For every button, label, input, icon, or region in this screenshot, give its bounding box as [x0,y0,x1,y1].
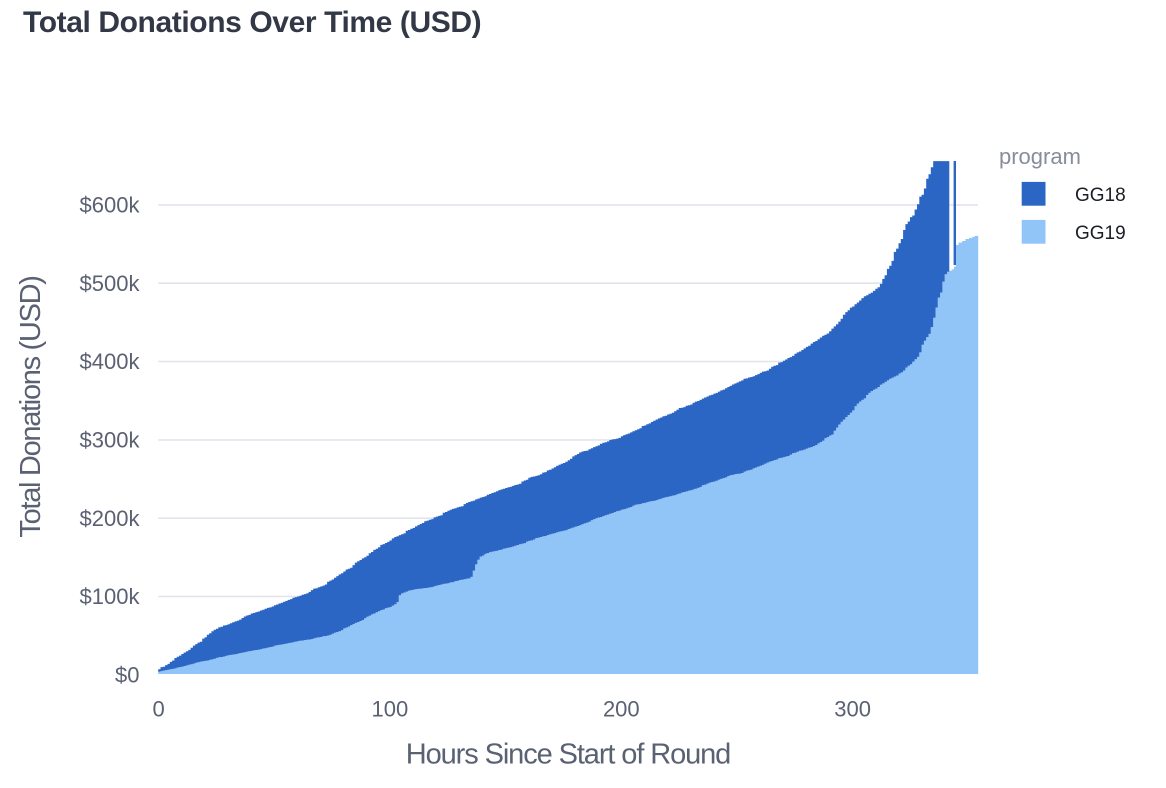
svg-text:$500k: $500k [80,271,141,296]
svg-text:program: program [999,144,1081,169]
svg-text:100: 100 [372,696,409,721]
svg-text:0: 0 [152,696,164,721]
svg-text:$200k: $200k [80,506,141,531]
svg-text:Hours Since Start of Round: Hours Since Start of Round [406,739,730,771]
svg-text:GG18: GG18 [1075,185,1126,206]
svg-text:Total Donations Over Time (USD: Total Donations Over Time (USD) [23,6,481,39]
svg-text:$600k: $600k [80,193,141,218]
svg-text:$100k: $100k [80,584,141,609]
svg-text:200: 200 [603,696,640,721]
svg-text:300: 300 [834,696,871,721]
svg-text:$300k: $300k [80,428,141,453]
svg-text:$0: $0 [115,662,139,687]
svg-text:GG19: GG19 [1075,223,1126,244]
svg-text:$400k: $400k [80,349,141,374]
svg-text:Total Donations (USD): Total Donations (USD) [15,276,47,537]
